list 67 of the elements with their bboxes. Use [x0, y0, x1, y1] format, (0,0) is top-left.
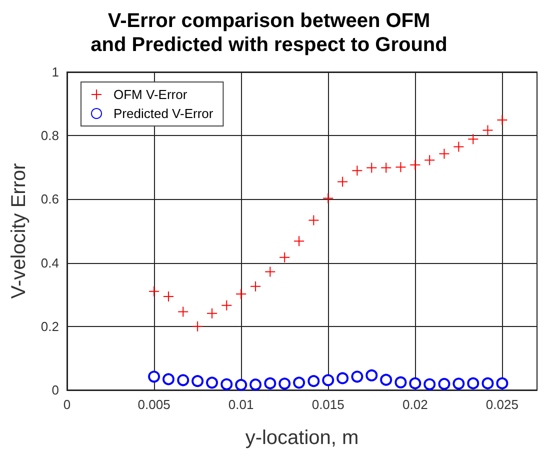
x-axis-title: y-location, m: [245, 427, 359, 449]
x-tick-label: 0: [63, 397, 71, 412]
x-tick-label: 0.02: [402, 397, 428, 412]
y-tick-label: 0.2: [40, 318, 59, 334]
point: [496, 114, 508, 126]
point: [162, 291, 174, 302]
point: [206, 308, 218, 319]
point: [467, 377, 480, 390]
point: [192, 320, 204, 332]
legend-label: OFM V-Error: [114, 87, 188, 102]
point: [366, 369, 378, 382]
point: [424, 154, 436, 166]
point: [380, 162, 392, 174]
y-tick-label: 0: [52, 382, 59, 398]
point: [482, 124, 494, 136]
point: [308, 375, 320, 388]
y-tick-label: 1: [52, 64, 59, 80]
point: [294, 236, 305, 247]
point: [395, 162, 406, 173]
point: [148, 286, 160, 297]
point: [220, 378, 233, 390]
point: [424, 378, 436, 390]
point: [337, 176, 348, 188]
point: [452, 378, 465, 390]
point: [394, 376, 407, 388]
chart-title: V-Error comparison between OFM and Predicted with respect to Ground: [90, 10, 448, 56]
point: [177, 374, 190, 386]
point: [278, 378, 291, 390]
point: [279, 252, 290, 263]
point: [336, 372, 349, 384]
point: [410, 159, 421, 170]
point: [351, 370, 364, 383]
point: [438, 148, 450, 160]
point: [162, 373, 174, 386]
point: [322, 374, 334, 386]
point: [221, 300, 232, 311]
point: [178, 306, 189, 318]
y-axis-title: V-velocity Error: [8, 162, 30, 299]
point: [380, 374, 392, 386]
x-tick-label: 0.025: [486, 397, 518, 412]
point: [264, 377, 276, 390]
point: [192, 375, 204, 388]
legend-label: Predicted V-Error: [114, 106, 214, 121]
point: [438, 378, 450, 390]
x-tick-label: 0.015: [312, 397, 344, 412]
point: [468, 134, 479, 145]
point: [453, 141, 464, 152]
point: [322, 192, 334, 204]
y-tick-label: 0.8: [40, 128, 59, 144]
y-tick-label: 0.4: [40, 255, 59, 270]
point: [264, 266, 276, 278]
point: [482, 377, 494, 390]
point: [293, 376, 306, 389]
point: [352, 165, 363, 176]
x-tick-label: 0.005: [138, 397, 170, 412]
point: [206, 376, 218, 389]
point: [236, 288, 247, 300]
point: [250, 378, 262, 391]
point: [409, 377, 422, 390]
point: [366, 162, 378, 174]
point: [235, 378, 248, 391]
y-tick-label: 0.6: [40, 192, 59, 207]
point: [496, 377, 508, 390]
point: [148, 370, 160, 383]
x-tick-label: 0.01: [228, 397, 254, 412]
point: [250, 280, 262, 292]
point: [308, 214, 320, 226]
